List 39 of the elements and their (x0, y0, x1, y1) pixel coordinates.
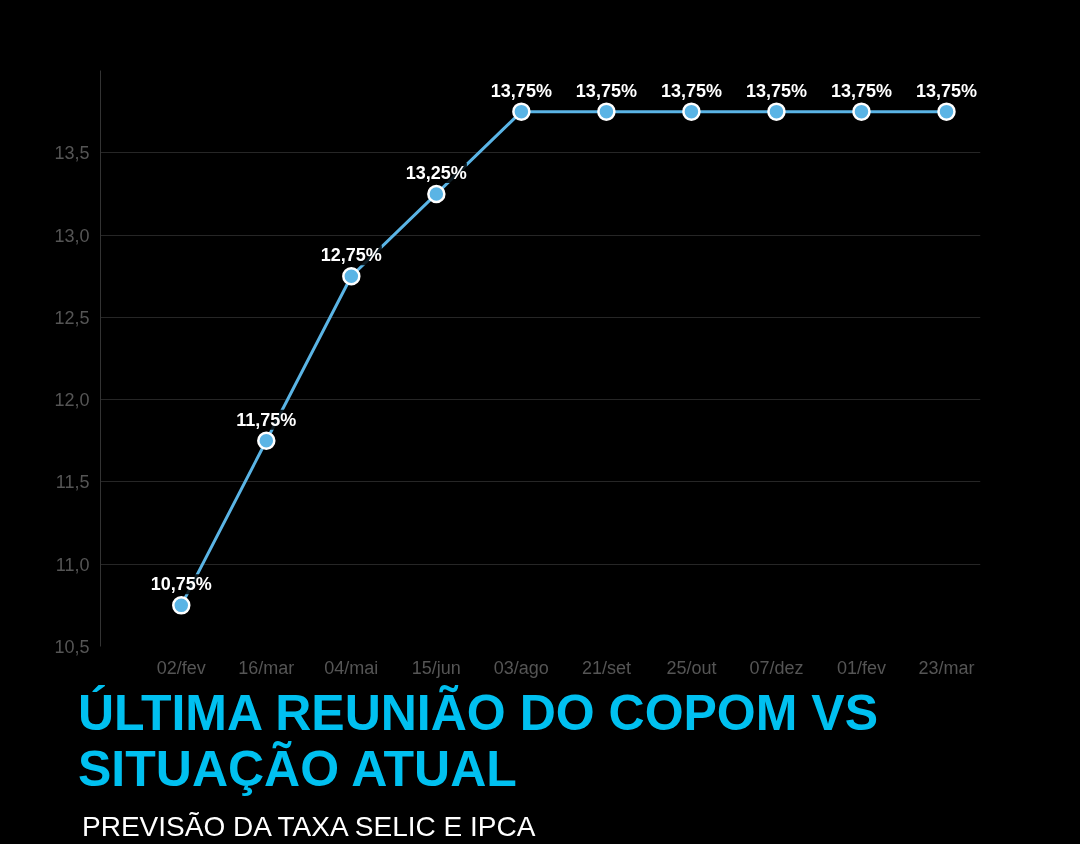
y-tick-label: 12,0 (54, 390, 90, 411)
text: PREVISÃO DA TAXA SELIC E IPCA (82, 810, 536, 844)
point (427, 184, 446, 204)
data-label: 13,75% (490, 80, 552, 101)
y-tick-label: 11,0 (55, 554, 90, 575)
point (172, 596, 191, 615)
data-label: 11,75% (236, 409, 297, 430)
data-label: 13,75% (915, 80, 978, 101)
x-tick-label: 21/set (581, 657, 631, 678)
x-tick-label: 25/out (666, 657, 717, 678)
point (257, 431, 276, 451)
point (852, 102, 871, 121)
data-label: 13,75% (575, 80, 637, 101)
x-tick-label: 04/mai (324, 657, 379, 678)
y-tick-label: 11,5 (55, 472, 90, 493)
y-tick-label: 13,5 (54, 143, 90, 164)
x-tick-label: 03/ago (493, 657, 549, 678)
x-tick-label: 23/mar (918, 657, 975, 678)
data-label: 13,75% (830, 80, 892, 101)
x-tick-label: 07/dez (749, 657, 804, 678)
data-label: 10,75% (150, 574, 212, 595)
text: ÚLTIMA REUNIÃO DO COPOM VS SITUAÇÃO ATUAL (78, 685, 879, 797)
point (512, 102, 531, 121)
point (937, 102, 956, 121)
x-tick-label: 01/fev (836, 657, 886, 678)
x-tick-label: 02/fev (156, 657, 206, 678)
data-label: 13,75% (745, 80, 807, 101)
data-label: 13,25% (405, 162, 467, 183)
point (682, 102, 701, 121)
point (342, 266, 361, 286)
point (767, 102, 786, 121)
x-tick-label: 15/jun (411, 657, 461, 678)
y-tick-label: 10,5 (54, 637, 90, 657)
y-tick-label: 12,5 (54, 307, 90, 328)
x-tick-label: 16/mar (238, 657, 295, 678)
data-label: 13,75% (660, 80, 722, 101)
data-label: 12,75% (320, 245, 382, 266)
y-tick-label: 13,0 (54, 225, 90, 246)
point (597, 102, 616, 121)
